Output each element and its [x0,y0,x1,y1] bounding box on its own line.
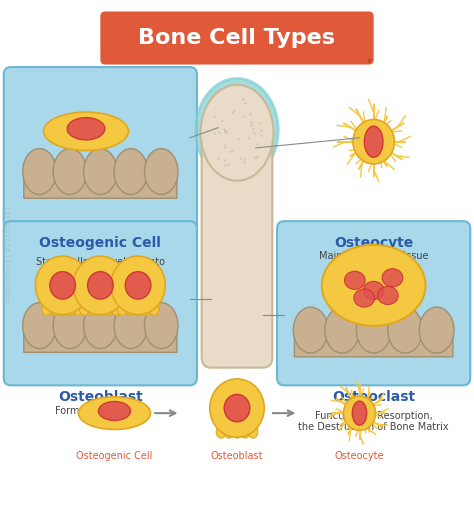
Ellipse shape [363,281,384,300]
Text: BONE: BONE [219,386,255,395]
Ellipse shape [145,148,178,195]
Ellipse shape [99,401,130,421]
FancyBboxPatch shape [24,171,177,198]
Ellipse shape [224,425,234,438]
Ellipse shape [50,303,59,315]
Ellipse shape [210,379,264,437]
FancyBboxPatch shape [4,221,197,386]
Ellipse shape [141,303,151,315]
Ellipse shape [125,272,151,299]
Ellipse shape [44,112,128,150]
FancyBboxPatch shape [294,330,453,357]
Text: Osteoblast: Osteoblast [211,451,263,461]
Ellipse shape [111,303,121,315]
Text: Osteoclast: Osteoclast [332,391,415,404]
FancyBboxPatch shape [100,12,374,65]
Ellipse shape [88,272,113,299]
Ellipse shape [103,303,113,315]
FancyBboxPatch shape [201,135,273,368]
Ellipse shape [325,307,359,353]
Ellipse shape [88,303,97,315]
Ellipse shape [111,256,165,314]
Ellipse shape [125,303,135,315]
FancyBboxPatch shape [4,67,197,231]
Ellipse shape [78,397,151,429]
Ellipse shape [67,118,105,140]
Ellipse shape [201,85,273,181]
Ellipse shape [232,425,242,438]
Ellipse shape [23,303,56,348]
Ellipse shape [344,396,375,430]
Text: Maintains Bone Tissue: Maintains Bone Tissue [319,251,428,262]
Ellipse shape [50,272,75,299]
Text: Osteogenic Cell: Osteogenic Cell [76,451,153,461]
Text: Bone Cell Types: Bone Cell Types [138,28,336,48]
Ellipse shape [83,148,117,195]
Ellipse shape [80,303,89,315]
Ellipse shape [224,394,250,422]
Ellipse shape [196,78,278,182]
Ellipse shape [293,307,328,353]
Ellipse shape [114,303,147,348]
Text: Osteocyte: Osteocyte [334,236,413,250]
Ellipse shape [419,307,454,353]
Ellipse shape [353,119,394,164]
Ellipse shape [216,425,226,438]
FancyBboxPatch shape [24,325,177,353]
Ellipse shape [322,245,426,326]
Ellipse shape [58,303,67,315]
Ellipse shape [354,289,374,307]
Ellipse shape [149,303,159,315]
Ellipse shape [73,256,128,314]
Ellipse shape [240,425,250,438]
Ellipse shape [133,303,143,315]
Ellipse shape [53,303,87,348]
Ellipse shape [42,303,52,315]
Text: Stem Cells - Develops into
an Osteoblast: Stem Cells - Develops into an Osteoblast [36,257,165,278]
Ellipse shape [352,401,367,425]
Text: Forms Bone Tissue: Forms Bone Tissue [55,405,146,416]
Ellipse shape [114,148,147,195]
Ellipse shape [83,303,117,348]
FancyBboxPatch shape [277,221,470,386]
Text: Osteocyte: Osteocyte [335,451,384,461]
Ellipse shape [36,256,90,314]
Polygon shape [369,59,371,63]
Ellipse shape [382,269,403,287]
Ellipse shape [96,303,105,315]
Ellipse shape [23,148,56,195]
Ellipse shape [248,425,258,438]
Ellipse shape [66,303,75,315]
Ellipse shape [377,287,398,305]
Ellipse shape [388,307,422,353]
Ellipse shape [345,271,365,290]
Ellipse shape [145,303,178,348]
Ellipse shape [117,303,127,315]
Ellipse shape [356,307,391,353]
Text: Osteoblast: Osteoblast [58,391,143,404]
Ellipse shape [74,303,83,315]
Text: Functions in Resorption,
the Destruction of Bone Matrix: Functions in Resorption, the Destruction… [298,410,449,432]
Ellipse shape [365,126,383,157]
Ellipse shape [53,148,87,195]
Text: Osteogenic Cell: Osteogenic Cell [39,236,161,250]
Text: Adobe Stock | #211652371: Adobe Stock | #211652371 [6,206,13,302]
